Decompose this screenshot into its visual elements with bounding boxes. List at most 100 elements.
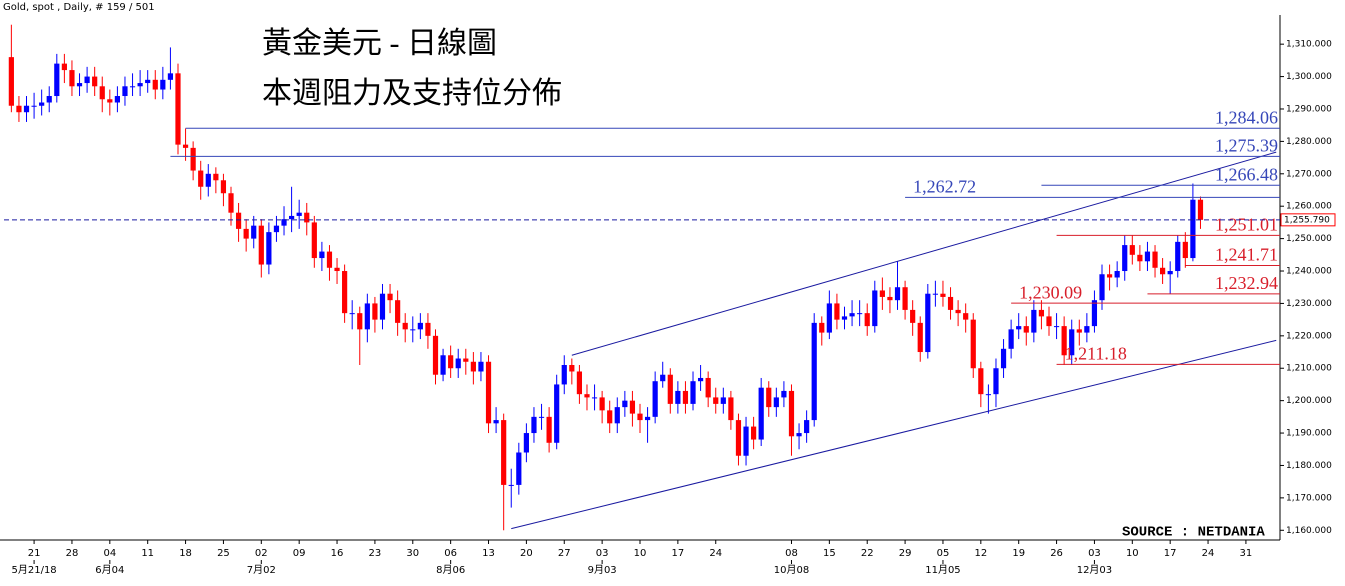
y-tick-label: 1,270.000 [1286, 169, 1332, 179]
candle-body [644, 416, 651, 421]
x-tick-label: 24 [1202, 548, 1215, 559]
month-tick-label: 7月02 [247, 564, 276, 576]
x-tick-label: 25 [217, 548, 230, 559]
x-tick-label: 31 [1240, 548, 1253, 559]
level-label: 1,230.09 [1019, 282, 1082, 302]
x-tick-label: 17 [672, 548, 685, 559]
candle-body [887, 296, 893, 301]
y-tick-label: 1,220.000 [1286, 331, 1332, 341]
candle-body [713, 397, 719, 404]
candle-body [1137, 254, 1143, 262]
candle-body [804, 420, 810, 434]
candle-body [1160, 267, 1166, 275]
candle-body [1175, 241, 1181, 272]
candle-body [387, 293, 393, 301]
level-label: 1,266.48 [1215, 164, 1278, 184]
candle-body [591, 397, 598, 399]
candle-body [258, 225, 264, 265]
month-tick-label: 9月03 [588, 564, 617, 576]
y-tick-label: 1,180.000 [1286, 461, 1332, 471]
candle-body [569, 365, 575, 372]
candle-body [175, 73, 181, 145]
candle-body [145, 79, 151, 84]
candle-body [470, 361, 476, 372]
candle-body [819, 322, 825, 333]
candle-body [357, 313, 363, 330]
candle-body [46, 96, 52, 103]
candle-body [751, 426, 757, 440]
candle-body [182, 144, 189, 148]
candle-body [523, 433, 529, 453]
candle-body [1182, 241, 1188, 259]
candle-body [841, 316, 848, 320]
candle-body [395, 300, 401, 323]
candle-body [781, 390, 787, 398]
x-tick-label: 10 [634, 548, 647, 559]
x-tick-label: 13 [482, 548, 495, 559]
candle-body [99, 86, 105, 100]
candle-body [463, 358, 469, 362]
candle-body [213, 173, 219, 181]
candle-body [129, 86, 136, 88]
candle-body [251, 225, 257, 239]
candle-body [485, 361, 492, 424]
candle-body [531, 416, 537, 434]
candle-body [947, 296, 954, 310]
candle-body [342, 271, 348, 314]
level-label: 1,211.18 [1065, 344, 1127, 364]
candle-body [1114, 271, 1120, 278]
candle-body [932, 293, 938, 295]
month-tick-label: 11月05 [925, 564, 960, 576]
candle-body [993, 368, 999, 395]
candle-body [1053, 326, 1060, 328]
candle-body [1167, 271, 1173, 275]
candle-body [917, 322, 923, 353]
candle-body [114, 96, 120, 103]
trend-line [511, 339, 1277, 530]
candle-body [940, 293, 946, 297]
candle-body [1129, 245, 1135, 255]
y-tick-label: 1,310.000 [1286, 40, 1332, 50]
candle-body [652, 381, 658, 417]
x-tick-label: 09 [293, 548, 306, 559]
x-tick-label: 23 [369, 548, 382, 559]
candle-body [296, 212, 302, 216]
candle-body [629, 400, 636, 414]
candle-body [985, 394, 992, 396]
candle-body [607, 410, 613, 424]
candle-body [1197, 199, 1204, 220]
y-tick-label: 1,200.000 [1286, 396, 1332, 406]
header: Gold, spot , Daily, # 159 / 501 [3, 2, 155, 13]
candle-body [16, 105, 22, 113]
last-price-box [1280, 213, 1336, 227]
candle-body [319, 251, 325, 259]
candle-body [849, 313, 855, 317]
x-tick-label: 11 [141, 548, 154, 559]
candle-body [31, 105, 37, 107]
x-tick-label: 16 [331, 548, 344, 559]
candle-body [728, 397, 734, 421]
candle-body [758, 387, 764, 440]
candle-body [576, 371, 583, 395]
candle-body [1144, 251, 1151, 262]
candle-body [773, 397, 779, 408]
candle-body [902, 287, 908, 310]
level-label: 1,232.94 [1215, 273, 1278, 293]
month-tick-label: 5月21/18 [11, 564, 56, 576]
candle-body [425, 322, 431, 336]
y-tick-label: 1,240.000 [1286, 267, 1332, 277]
candle-body [501, 420, 507, 485]
x-tick-label: 05 [937, 548, 950, 559]
x-tick-label: 27 [558, 548, 571, 559]
candle-body [1091, 300, 1098, 327]
x-tick-label: 28 [66, 548, 79, 559]
candle-body [690, 381, 696, 404]
candle-body [743, 426, 749, 456]
candle-body [963, 313, 969, 320]
candle-body [410, 329, 416, 331]
candle-body [826, 303, 832, 333]
x-tick-label: 21 [28, 548, 41, 559]
y-tick-label: 1,170.000 [1286, 493, 1332, 503]
candle-body [554, 384, 560, 443]
